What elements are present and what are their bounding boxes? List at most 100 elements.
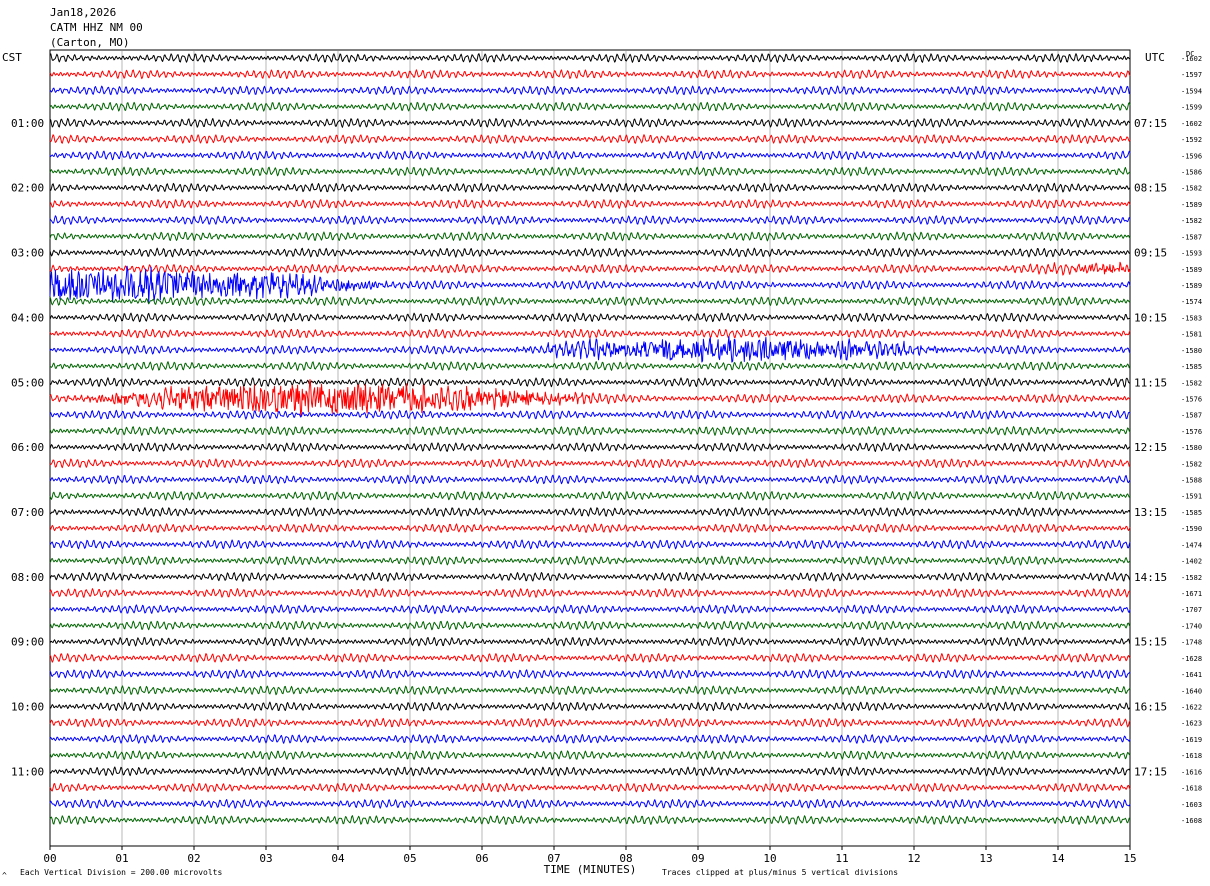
- dc-offset-label: -1596: [1181, 152, 1202, 160]
- dc-offset-label: -1588: [1181, 477, 1202, 485]
- right-hour-label: 15:15: [1134, 636, 1167, 649]
- trace-line: [49, 361, 1131, 371]
- trace-line: [49, 328, 1131, 339]
- dc-offset-label: -1581: [1181, 331, 1202, 339]
- right-hour-label: 10:15: [1134, 311, 1167, 324]
- dc-offset-label: -1608: [1181, 817, 1202, 825]
- left-hour-label: 03:00: [11, 247, 44, 260]
- dc-offset-label: -1576: [1181, 395, 1202, 403]
- trace-line: [49, 117, 1131, 128]
- dc-offset-label: -1594: [1181, 87, 1202, 95]
- dc-offset-label: -1591: [1181, 493, 1202, 501]
- dc-offset-label: -1602: [1181, 55, 1202, 63]
- dc-offset-label: -1582: [1181, 185, 1202, 193]
- x-tick-label: 14: [1051, 852, 1065, 865]
- trace-line: [49, 312, 1131, 323]
- trace-line: [49, 490, 1131, 501]
- right-timezone-label: UTC: [1145, 51, 1165, 64]
- dc-offset-label: -1590: [1181, 525, 1202, 533]
- hour-and-dc-labels: 01:00 02:00 03:00 04:00 05:00 06:00 07:00 08:00…: [11, 55, 1202, 825]
- trace-line: [49, 247, 1131, 258]
- trace-line: [49, 182, 1131, 193]
- trace-line: [49, 377, 1131, 388]
- x-tick-label: 11: [835, 852, 848, 865]
- trace-line: [49, 458, 1131, 469]
- trace-line: [49, 507, 1131, 517]
- dc-offset-label: -1628: [1181, 655, 1202, 663]
- dc-offset-label: -1474: [1181, 541, 1202, 549]
- trace-line: [49, 134, 1131, 144]
- dc-offset-label: -1640: [1181, 687, 1202, 695]
- x-tick-label: 13: [979, 852, 992, 865]
- header-date: Jan18,2026: [50, 6, 116, 19]
- dc-offset-label: -1593: [1181, 250, 1202, 258]
- trace-line: [49, 782, 1131, 793]
- dc-offset-label: -1583: [1181, 314, 1202, 322]
- x-tick-label: 05: [403, 852, 416, 865]
- trace-line: [49, 539, 1131, 550]
- dc-offset-label: -1623: [1181, 720, 1202, 728]
- right-hour-label: 16:15: [1134, 701, 1167, 714]
- left-hour-label: 11:00: [11, 765, 44, 778]
- trace-line: [49, 166, 1131, 177]
- header-station: CATM HHZ NM 00: [50, 21, 143, 34]
- right-hour-label: 13:15: [1134, 506, 1167, 519]
- trace-line: [49, 85, 1131, 96]
- trace-line: [49, 426, 1131, 436]
- trace-line: [49, 717, 1131, 728]
- dc-offset-label: -1586: [1181, 168, 1202, 176]
- dc-offset-label: -1582: [1181, 574, 1202, 582]
- trace-line: [49, 101, 1131, 112]
- right-hour-label: 14:15: [1134, 571, 1167, 584]
- left-hour-label: 08:00: [11, 571, 44, 584]
- dc-offset-label: -1589: [1181, 266, 1202, 274]
- trace-line: [49, 53, 1131, 63]
- trace-line: [49, 734, 1131, 744]
- right-hour-label: 17:15: [1134, 765, 1167, 778]
- left-hour-label: 10:00: [11, 701, 44, 714]
- dc-offset-label: -1580: [1181, 444, 1202, 452]
- x-tick-label: 03: [259, 852, 272, 865]
- x-tick-label: 02: [187, 852, 200, 865]
- seismic-traces: [49, 53, 1131, 825]
- x-tick-label: 15: [1123, 852, 1136, 865]
- trace-line: [49, 215, 1131, 225]
- left-hour-label: 04:00: [11, 311, 44, 324]
- dc-offset-label: -1622: [1181, 704, 1202, 712]
- trace-line: [49, 620, 1131, 631]
- dc-offset-label: -1587: [1181, 233, 1202, 241]
- left-hour-label: 07:00: [11, 506, 44, 519]
- right-hour-label: 09:15: [1134, 247, 1167, 260]
- trace-line: [49, 261, 1131, 276]
- trace-line: [49, 199, 1131, 209]
- trace-line: [49, 750, 1131, 760]
- dc-offset-label: -1618: [1181, 752, 1202, 760]
- trace-line: [49, 409, 1131, 420]
- trace-line: [49, 669, 1131, 679]
- trace-line: [49, 571, 1131, 582]
- left-hour-label: 02:00: [11, 182, 44, 195]
- trace-line: [49, 231, 1131, 242]
- dc-offset-label: -1619: [1181, 736, 1202, 744]
- dc-offset-label: -1402: [1181, 558, 1202, 566]
- left-timezone-label: CST: [2, 51, 22, 64]
- dc-offset-label: -1618: [1181, 785, 1202, 793]
- left-hour-label: 06:00: [11, 441, 44, 454]
- x-axis-title: TIME (MINUTES): [544, 863, 637, 876]
- x-tick-label: 10: [763, 852, 776, 865]
- trace-line: [49, 701, 1131, 712]
- trace-line: [49, 296, 1131, 306]
- trace-line: [49, 652, 1131, 663]
- dc-offset-label: -1589: [1181, 282, 1202, 290]
- right-hour-label: 11:15: [1134, 376, 1167, 389]
- dc-offset-label: -1580: [1181, 347, 1202, 355]
- dc-offset-label: -1597: [1181, 71, 1202, 79]
- trace-line: [49, 150, 1131, 161]
- x-tick-label: 04: [331, 852, 345, 865]
- trace-line: [49, 265, 1131, 303]
- dc-offset-label: -1616: [1181, 768, 1202, 776]
- dc-offset-label: -1582: [1181, 460, 1202, 468]
- x-tick-label: 07: [547, 852, 560, 865]
- dc-offset-label: -1602: [1181, 120, 1202, 128]
- trace-line: [49, 588, 1131, 598]
